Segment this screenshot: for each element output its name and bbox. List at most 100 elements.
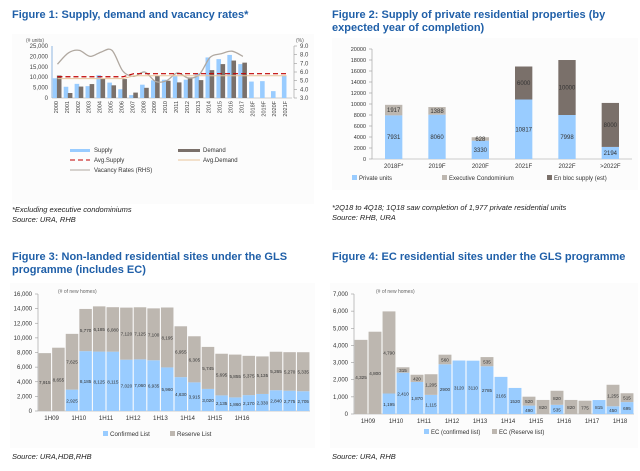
data-label: 815 [595,405,603,410]
data-label: 3,020 [202,398,214,403]
data-label: 1520 [510,399,521,404]
legend-label: Confirmed List [110,431,150,438]
bar-segment-reserve-list [188,336,201,383]
x-tick-label: 1H14 [180,415,195,422]
bar-segment-confirmed-list [160,367,174,411]
bar-segment-private-units [385,115,403,159]
data-label: 8,655 [53,377,65,382]
left-y-tick-label: 20,000 [30,54,49,60]
legend-label: Private units [359,176,392,182]
avg-supply-line [57,73,287,78]
bar-segment-ec-reserve-list- [410,374,424,382]
figure-4-note: Source: URA, RHB [332,452,396,462]
bar-segment-ec-confirmed-list- [424,394,438,414]
x-tick-label: 1H16 [235,415,250,422]
data-label: 820 [567,405,575,410]
data-label: 490 [525,408,533,413]
supply-bar [118,89,123,98]
data-label: 5,745 [202,366,214,371]
bar-segment-ec-reserve-list- [354,339,368,414]
bar-segment-ec-confirmed-list- [620,402,634,414]
demand-bar [166,80,171,98]
bar-segment-reserve-list [160,307,174,368]
bar-segment-confirmed-list [174,377,188,411]
legend-swatch [170,431,175,436]
figure-2-note: *2Q18 to 4Q18; 1Q18 saw completion of 1,… [332,203,566,223]
y-tick-label: 14000 [351,80,366,86]
x-tick-label: 2019F [428,164,445,170]
data-label: 8,185 [80,379,92,384]
data-label: 1,205 [425,383,437,388]
x-tick-label: 1H09 [44,415,59,422]
data-label: 8000 [604,123,618,129]
figure-2-title: Figure 2: Supply of private residential … [332,9,605,35]
bar-segment-confirmed-list [283,390,296,411]
y-tick-label: 18000 [351,58,366,64]
demand-bar [122,79,127,98]
y-tick-label: 2000 [354,146,366,152]
data-label: 6,080 [107,327,119,332]
legend-label: Reserve List [177,431,212,438]
bar-segment-confirmed-list [201,388,215,411]
supply-bar [227,54,232,98]
data-label: 6,935 [148,384,160,389]
figure-1-note: *Excluding executive condominiums Source… [12,205,132,225]
x-tick-label: 2014 [207,101,213,113]
data-label: 7,020 [121,383,133,388]
demand-bar [111,85,117,98]
data-label: 2,170 [243,401,255,406]
x-tick-label: 2020F [272,100,278,116]
right-y-tick-label: 8.0 [300,53,309,59]
x-tick-label: 1H15 [207,415,222,422]
x-tick-label: 2001 [65,101,71,113]
bar-segment-confirmed-list [242,395,256,411]
legend-label-demand: Demand [203,148,226,154]
right-axis-unit-label: (%) [296,38,304,44]
right-y-tick-label: 4.0 [300,87,309,93]
bar-segment-en-bloc-supply-est- [515,66,533,100]
demand-bar [155,75,160,98]
data-label: 2,705 [297,399,309,404]
bar-segment-confirmed-list [269,390,283,411]
data-label: 2,925 [66,398,78,403]
x-tick-label: 1H17 [585,419,600,425]
data-label: 2,135 [216,401,228,406]
legend-swatch-demand [178,149,200,152]
y-tick-label: 16000 [351,69,366,75]
left-y-tick-label: 15,000 [30,65,49,71]
y-tick-label: 1,000 [333,395,349,401]
bar-segment-ec-confirmed-list- [410,381,424,414]
y-tick-label: 0 [363,157,366,163]
y-tick-label: 6,000 [333,309,349,315]
data-label: 1,115 [425,402,437,407]
data-label: 2165 [496,393,507,398]
figure-3-source: Source: URA,HDB,RHB [12,452,92,461]
data-label: 820 [539,405,547,410]
bar-segment-ec-confirmed-list- [592,400,606,414]
bar-segment-reserve-list [256,356,269,394]
x-tick-label: 2007 [130,101,136,113]
figure-4-chart: 0 1,000 2,000 3,000 4,000 5,000 6,000 7,000 (# o… [333,289,634,436]
supply-bar [249,81,254,98]
data-label: 3,915 [189,395,201,400]
y-tick-label: 12000 [351,91,366,97]
bar-segment-confirmed-list [106,351,120,411]
supply-bar [85,86,91,98]
bar-segment-private-units [428,114,446,159]
bar-segment-reserve-list [174,326,188,378]
figure-1-source: Source: URA, RHB [12,215,76,224]
bar-segment-ec-reserve-list- [480,357,494,367]
x-tick-label: 1H11 [99,415,114,422]
bar-segment-confirmed-list [120,359,133,411]
data-label: 6,185 [93,327,105,332]
supply-bar [183,79,189,98]
left-axis-unit-label: (# units) [26,38,44,44]
right-y-tick-label: 7.0 [300,61,309,67]
supply-bar [205,57,211,98]
supply-bar [194,73,200,98]
x-tick-label: 1H09 [361,419,376,425]
y-tick-label: 0 [345,412,349,418]
figure-3-title-line-2: programme (includes EC) [12,264,146,276]
data-label: 515 [623,396,631,401]
y-tick-label: 4000 [354,135,366,141]
